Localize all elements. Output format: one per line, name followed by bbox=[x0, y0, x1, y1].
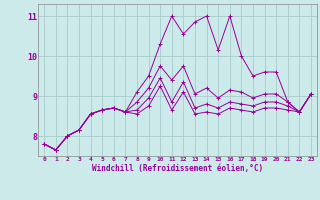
X-axis label: Windchill (Refroidissement éolien,°C): Windchill (Refroidissement éolien,°C) bbox=[92, 164, 263, 173]
